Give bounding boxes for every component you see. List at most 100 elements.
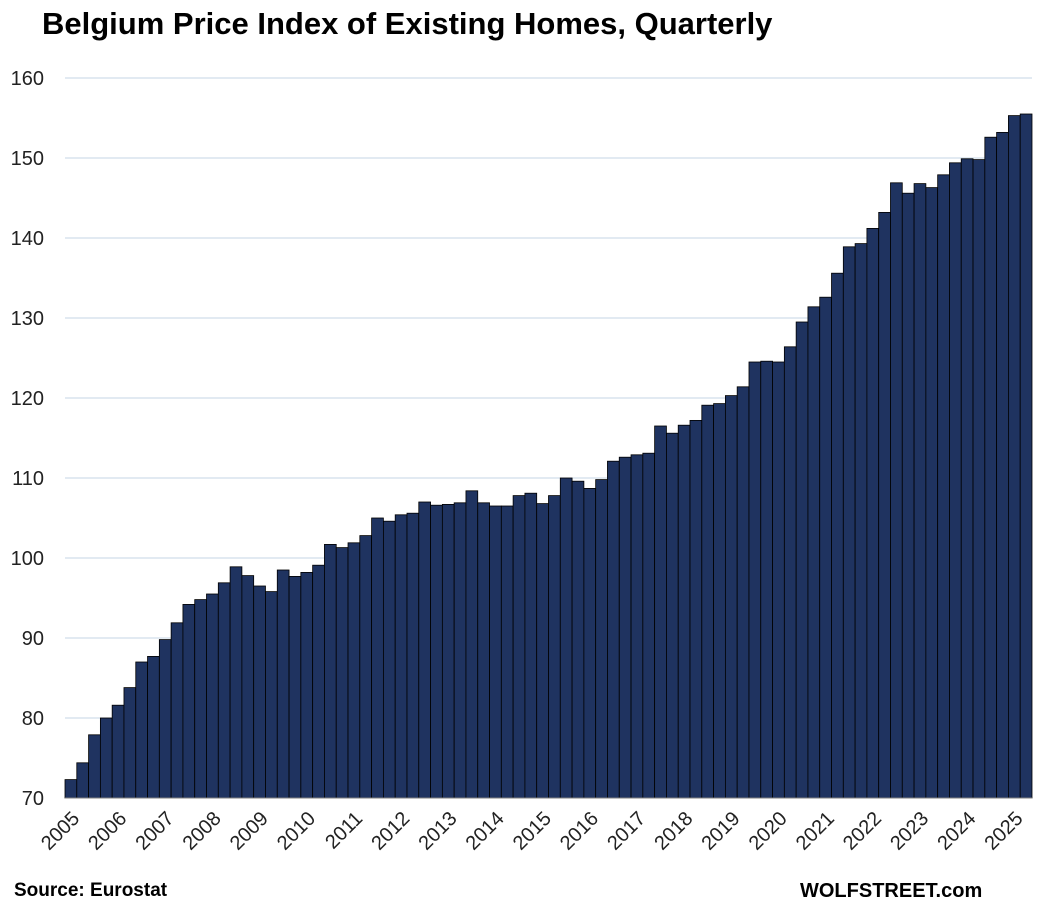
bar-2014Q2 — [500, 505, 514, 799]
x-tick-label: 2016 — [556, 808, 603, 855]
bar-2020Q1 — [772, 361, 785, 799]
bar-2025Q2 — [1019, 113, 1033, 799]
bar-2006Q1 — [111, 704, 125, 799]
bar-2013Q2 — [453, 502, 467, 799]
bar-2006Q2 — [123, 687, 137, 799]
bar-2011Q1 — [347, 542, 361, 799]
bars — [64, 113, 1033, 799]
x-tick-label: 2020 — [745, 808, 792, 855]
bar-2012Q4 — [430, 504, 443, 799]
bar-2012Q1 — [394, 514, 408, 799]
y-tick-label: 150 — [11, 148, 44, 170]
bar-2023Q4 — [949, 162, 962, 799]
bar-2009Q3 — [276, 569, 290, 799]
x-tick-label: 2018 — [650, 808, 697, 855]
bar-2013Q4 — [477, 502, 490, 799]
x-tick-label: 2006 — [84, 808, 131, 855]
x-tick-label: 2010 — [273, 808, 320, 855]
bar-2018Q3 — [701, 404, 714, 799]
bar-2007Q2 — [170, 622, 184, 799]
bar-2023Q1 — [913, 183, 927, 799]
bar-2016Q3 — [607, 460, 620, 799]
x-tick-label: 2015 — [509, 808, 556, 855]
x-tick-label: 2009 — [226, 808, 273, 855]
bar-2016Q1 — [583, 487, 597, 799]
bar-2006Q4 — [147, 656, 160, 799]
bar-2025Q1 — [1008, 115, 1021, 799]
bar-2018Q1 — [677, 424, 691, 799]
bar-2010Q1 — [300, 572, 314, 799]
bar-2005Q1 — [64, 779, 78, 799]
bar-2021Q2 — [831, 272, 844, 799]
bar-2021Q3 — [842, 246, 856, 799]
bar-2024Q4 — [996, 131, 1009, 799]
x-tick-label: 2011 — [321, 808, 367, 854]
bar-2008Q4 — [241, 575, 255, 799]
bar-2018Q4 — [713, 403, 726, 799]
bar-2023Q2 — [925, 187, 939, 799]
bar-2014Q3 — [512, 495, 526, 799]
bar-2013Q1 — [441, 503, 455, 799]
bar-2020Q2 — [783, 346, 797, 799]
bar-2007Q4 — [194, 599, 207, 799]
x-tick-label: 2014 — [462, 808, 509, 855]
bar-2024Q1 — [960, 158, 974, 799]
bar-2015Q3 — [559, 477, 573, 799]
x-tick-label: 2025 — [981, 808, 1028, 855]
bar-2012Q3 — [418, 501, 431, 799]
bar-2005Q4 — [99, 717, 113, 799]
y-axis-ticks: 70 80 90 100 110 120 130 140 150 160 — [11, 68, 44, 810]
y-tick-label: 120 — [11, 388, 44, 410]
source-note: Source: Eurostat — [14, 880, 168, 901]
bar-2022Q1 — [866, 227, 880, 799]
y-tick-label: 90 — [22, 628, 44, 650]
x-tick-label: 2017 — [603, 808, 650, 855]
bar-2017Q3 — [654, 425, 667, 799]
bar-2009Q1 — [253, 585, 266, 799]
bar-2018Q2 — [689, 419, 703, 799]
bar-2020Q4 — [807, 306, 821, 799]
bar-2021Q1 — [819, 296, 832, 799]
bar-2009Q4 — [288, 576, 302, 799]
bar-2024Q2 — [972, 159, 986, 799]
x-axis-ticks: 2005 2006 2007 2008 2009 2010 2011 2012 2013 2014… — [37, 808, 1027, 855]
y-tick-label: 110 — [12, 468, 44, 490]
bar-2016Q2 — [595, 479, 608, 799]
bar-2010Q3 — [324, 544, 337, 799]
bar-2016Q4 — [618, 456, 632, 799]
x-tick-label: 2019 — [698, 808, 745, 855]
bar-2013Q3 — [465, 490, 479, 799]
bar-2019Q2 — [736, 386, 750, 799]
x-tick-label: 2024 — [933, 808, 980, 855]
y-tick-label: 80 — [22, 708, 44, 730]
bar-2017Q1 — [630, 454, 644, 799]
brand-mark: WOLFSTREET.com — [800, 880, 983, 902]
bar-2014Q1 — [489, 505, 502, 799]
bar-2005Q3 — [88, 734, 101, 799]
bar-2008Q2 — [217, 582, 231, 799]
x-tick-label: 2023 — [886, 808, 933, 855]
bar-2022Q3 — [890, 182, 903, 799]
bar-2005Q2 — [76, 762, 89, 799]
bar-2011Q3 — [371, 517, 384, 799]
bar-2020Q3 — [795, 321, 809, 799]
y-tick-label: 100 — [11, 548, 44, 570]
y-tick-label: 130 — [11, 308, 44, 330]
bar-2012Q2 — [406, 512, 420, 799]
bar-2021Q4 — [854, 243, 868, 799]
bar-2015Q4 — [571, 480, 585, 799]
bar-2011Q2 — [359, 535, 373, 799]
bar-2015Q2 — [548, 495, 561, 799]
bar-2024Q3 — [984, 136, 998, 799]
bar-2019Q1 — [724, 395, 738, 799]
y-tick-label: 140 — [11, 228, 44, 250]
y-tick-label: 160 — [11, 68, 44, 90]
y-tick-label: 70 — [22, 788, 44, 810]
bar-2019Q4 — [760, 360, 773, 799]
bar-2017Q4 — [666, 432, 679, 799]
bar-2006Q3 — [135, 661, 148, 799]
bar-2008Q3 — [229, 566, 243, 799]
bar-2019Q3 — [748, 361, 762, 799]
x-tick-label: 2007 — [131, 808, 178, 855]
bar-2009Q2 — [265, 591, 278, 799]
